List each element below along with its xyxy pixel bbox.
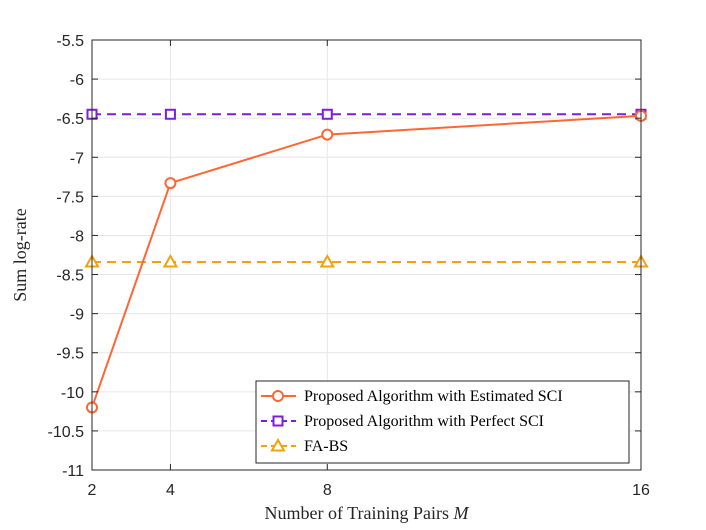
x-axis-label: Number of Training Pairs M [265, 503, 470, 523]
y-tick-label: -9 [70, 307, 84, 324]
y-tick-label: -6 [70, 72, 84, 89]
data-point [164, 108, 176, 120]
data-point [321, 108, 333, 120]
x-axis-label-symbol: M [453, 503, 470, 523]
data-point [319, 254, 336, 268]
plot-frame [91, 39, 642, 471]
data-point [162, 254, 179, 268]
x-axis-label-text: Number of Training Pairs [265, 503, 450, 523]
data-point [321, 128, 334, 141]
y-tick-label: -8.5 [56, 268, 84, 285]
legend-label: Proposed Algorithm with Perfect SCI [304, 413, 544, 430]
y-tick-label: -10 [61, 385, 84, 402]
y-tick-label: -5.5 [56, 33, 84, 50]
y-tick-label: -11 [62, 463, 84, 480]
legend-item: FA-BS [261, 437, 348, 455]
y-tick-label: -10.5 [48, 424, 85, 441]
x-tick-label: 4 [166, 482, 175, 499]
data-point [164, 177, 177, 190]
series-2 [86, 108, 647, 120]
legend-item: Proposed Algorithm with Perfect SCI [261, 413, 544, 430]
y-tick-label: -6.5 [56, 111, 84, 128]
legend-item: Proposed Algorithm with Estimated SCI [261, 388, 563, 405]
x-tick-label: 2 [88, 482, 97, 499]
series-line [91, 114, 642, 408]
axis-ticks: 2 4 8 16 -5.5 -6 -6.5 -7 -7.5 -8 -8.5 -9 -9.5 -10 -10.… [48, 33, 650, 499]
legend-label: Proposed Algorithm with Estimated SCI [304, 388, 563, 405]
legend-marker [270, 437, 286, 452]
legend: Proposed Algorithm with Estimated SCI Pro… [255, 380, 630, 464]
series-3 [84, 254, 649, 268]
y-tick-label: -8 [70, 228, 84, 245]
y-tick-label: -9.5 [56, 346, 84, 363]
x-tick-label: 8 [323, 482, 332, 499]
y-tick-label: -7.5 [56, 189, 84, 206]
y-axis-label: Sum log-rate [10, 208, 30, 301]
x-tick-label: 16 [632, 482, 650, 499]
legend-box [255, 380, 630, 464]
legend-label: FA-BS [304, 438, 348, 455]
legend-marker [272, 390, 284, 402]
y-tick-label: -7 [70, 150, 84, 167]
legend-marker [272, 415, 284, 427]
